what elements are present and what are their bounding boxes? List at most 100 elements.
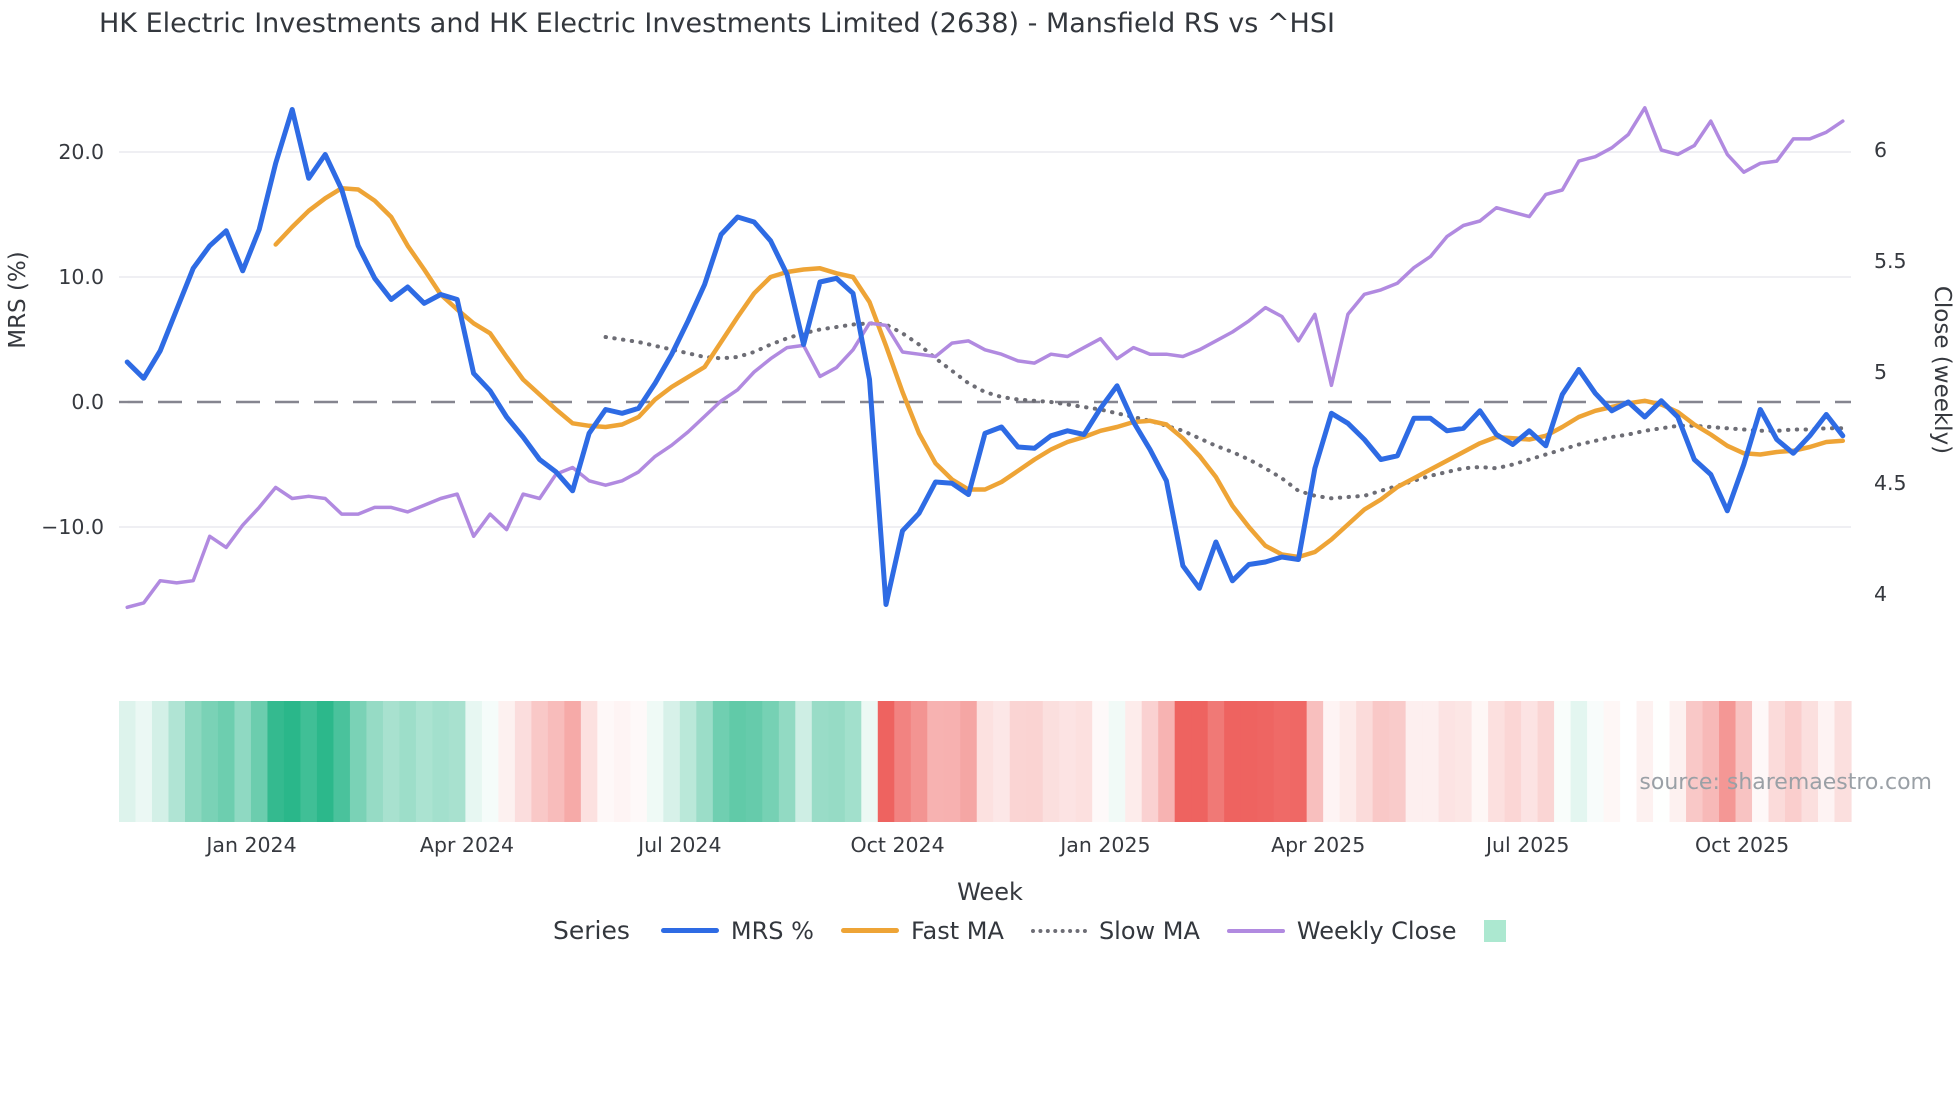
series-line-weekly-close (125, 106, 1845, 610)
legend-item-weekly-close: Weekly Close (1226, 917, 1457, 945)
heatmap-week-cell (1554, 701, 1572, 822)
heatmap-week-cell (1834, 701, 1852, 822)
series-line-slow-ma (603, 321, 1845, 501)
heatmap-week-cell (729, 701, 747, 822)
series-line-fast-ma (273, 185, 1846, 560)
heatmap-week-cell (943, 701, 961, 822)
heatmap-week-cell (547, 701, 565, 822)
legend-item-label: Fast MA (910, 916, 1004, 945)
heatmap-week-cell (201, 701, 219, 822)
heatmap-week-cell (613, 701, 631, 822)
heatmap-week-cell (465, 701, 483, 822)
heatmap-week-cell (217, 701, 236, 822)
heatmap-week-cell (663, 701, 681, 822)
y-right-tick-label: 4 (1874, 582, 1887, 606)
heatmap-week-cell (1026, 701, 1044, 822)
heatmap-week-cell (234, 701, 252, 822)
heatmap-week-cell (910, 701, 928, 822)
legend-item-label: Slow MA (1098, 916, 1200, 945)
heatmap-week-cell (1174, 701, 1192, 822)
heatmap-week-cell (1339, 701, 1357, 822)
heatmap-week-cell (1240, 701, 1258, 822)
heatmap-week-cell (1702, 701, 1720, 822)
heatmap-week-cell (184, 701, 203, 822)
heatmap-week-cell (1752, 701, 1770, 822)
heatmap-week-cell (877, 701, 895, 822)
y-right-tick-label: 4.5 (1874, 471, 1907, 495)
heatmap-week-cell (646, 701, 664, 822)
heatmap-week-cell (960, 701, 978, 822)
y-right-tick-label: 6 (1874, 138, 1887, 162)
heatmap-week-cell (119, 701, 137, 822)
y-right-tick-label: 5 (1874, 360, 1887, 384)
source-watermark: source: sharemaestro.com (1639, 770, 1932, 795)
heatmap-week-cell (1504, 701, 1522, 822)
legend-title: Series (553, 916, 630, 945)
heatmap-week-cell (250, 701, 269, 822)
heatmap-week-cell (1785, 701, 1803, 822)
heatmap-week-cell (1372, 701, 1390, 822)
x-tick-label: Jul 2025 (1484, 833, 1569, 857)
heatmap-week-cell (1009, 701, 1027, 822)
heatmap-week-cell (630, 701, 648, 822)
heatmap-week-cell (1587, 701, 1605, 822)
heatmap-week-cell (1059, 701, 1077, 822)
heatmap-week-cell (1158, 701, 1176, 822)
y-right-tick-label: 5.5 (1874, 249, 1907, 273)
heatmap-week-cell (1323, 701, 1341, 822)
heatmap-week-cell (1603, 701, 1621, 822)
heatmap-week-cell (1488, 701, 1506, 822)
y-left-tick-label: 0.0 (71, 390, 104, 414)
x-tick-label: Jul 2024 (636, 833, 721, 857)
heatmap-week-cell (1405, 701, 1423, 822)
heatmap-week-cell (1801, 701, 1819, 822)
heatmap-week-cell (1735, 701, 1753, 822)
heatmap-week-cell (861, 701, 879, 822)
legend-item-label: MRS % (730, 916, 814, 945)
heatmap-week-cell (778, 701, 796, 822)
x-tick-label: Oct 2024 (851, 833, 945, 857)
heatmap-week-cell (1818, 701, 1836, 822)
y-left-tick-label: −10.0 (41, 515, 104, 539)
heatmap-week-cell (1768, 701, 1786, 822)
heatmap-week-cell (1570, 701, 1588, 822)
heatmap-week-cell (498, 701, 516, 822)
heatmap-week-cell (1389, 701, 1407, 822)
heatmap-week-cell (1719, 701, 1737, 822)
heatmap-week-cell (267, 701, 285, 822)
heatmap-week-cell (1653, 701, 1671, 822)
heatmap-week-cell (597, 701, 615, 822)
x-axis-title: Week (957, 878, 1023, 906)
heatmap-week-cell (382, 701, 401, 822)
x-tick-label: Oct 2025 (1695, 833, 1789, 857)
heatmap-week-cell (531, 701, 549, 822)
heatmap-week-cell (1537, 701, 1555, 822)
heatmap-week-cell (811, 701, 829, 822)
heatmap-week-cell (135, 701, 153, 822)
x-tick-label: Jan 2025 (1058, 833, 1150, 857)
heatmap-week-cell (366, 701, 384, 822)
y-left-tick-label: 10.0 (58, 265, 104, 289)
heatmap-week-cell (976, 701, 994, 822)
heatmap-week-cell (168, 701, 186, 822)
heatmap-week-cell (1620, 701, 1638, 822)
y-left-axis-title: MRS (%) (5, 251, 31, 349)
fast-ma-line-swatch-icon (840, 928, 899, 933)
heatmap-week-cell (1042, 701, 1060, 822)
heatmap-week-cell (481, 701, 499, 822)
heatmap-week-cell (1636, 701, 1654, 822)
heatmap-week-cell (1356, 701, 1374, 822)
heatmap-week-cell (151, 701, 170, 822)
heatmap-week-cell (1108, 701, 1126, 822)
heatmap-week-cell (399, 701, 417, 822)
heatmap-week-cell (564, 701, 582, 822)
weekly-close-line-swatch-icon (1226, 928, 1285, 933)
heatmap-week-cell (762, 701, 780, 822)
heatmap-week-cell (927, 701, 945, 822)
legend-item-heatmap (1483, 919, 1518, 942)
heatmap-week-cell (333, 701, 351, 822)
x-tick-label: Apr 2024 (420, 833, 514, 857)
slow-ma-dotted-swatch-icon (1030, 928, 1087, 933)
heatmap-week-cell (712, 701, 730, 822)
